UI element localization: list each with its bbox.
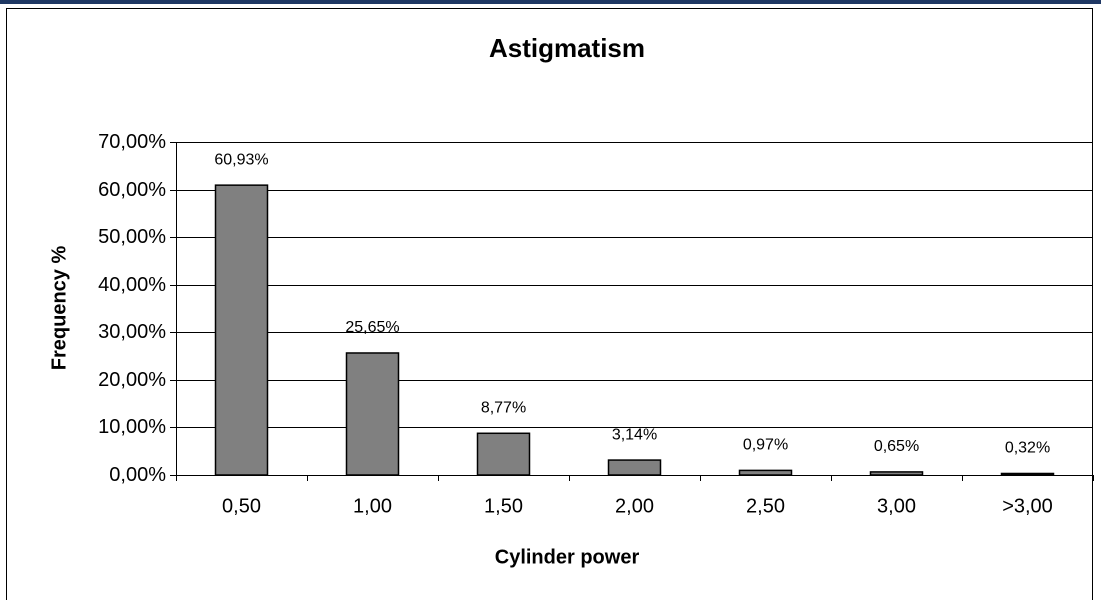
data-label: 25,65% xyxy=(345,319,399,336)
x-tick-label: 1,50 xyxy=(484,495,523,517)
x-axis-label: Cylinder power xyxy=(495,546,640,568)
x-tick-label: 2,00 xyxy=(615,495,654,517)
data-label: 60,93% xyxy=(214,151,268,168)
y-tick-label: 70,00% xyxy=(98,131,166,153)
y-tick-label: 40,00% xyxy=(98,274,166,296)
y-axis-label: Frequency % xyxy=(48,246,70,371)
data-label: 0,65% xyxy=(874,438,919,455)
data-label: 0,97% xyxy=(743,437,788,454)
x-tick-label: 0,50 xyxy=(222,495,261,517)
bar xyxy=(476,432,531,476)
x-tick-label: >3,00 xyxy=(1002,495,1053,517)
data-label: 3,14% xyxy=(612,426,657,443)
data-label: 8,77% xyxy=(481,399,526,416)
x-tick-label: 3,00 xyxy=(877,495,916,517)
bar xyxy=(214,184,269,476)
bar xyxy=(345,352,400,476)
x-tick-label: 1,00 xyxy=(353,495,392,517)
y-tick-label: 20,00% xyxy=(98,369,166,391)
chart-title: Astigmatism xyxy=(489,33,645,63)
y-tick-label: 60,00% xyxy=(98,179,166,201)
bar xyxy=(607,459,662,476)
bar xyxy=(869,471,924,476)
y-tick-label: 10,00% xyxy=(98,416,166,438)
bar xyxy=(738,469,793,476)
data-label: 0,32% xyxy=(1005,440,1050,457)
y-tick-label: 0,00% xyxy=(109,464,166,486)
x-tick-label: 2,50 xyxy=(746,495,785,517)
top-bar xyxy=(0,0,1101,4)
y-tick-label: 30,00% xyxy=(98,321,166,343)
bar xyxy=(1000,472,1055,476)
y-tick-label: 50,00% xyxy=(98,226,166,248)
chart-frame xyxy=(6,8,1093,605)
